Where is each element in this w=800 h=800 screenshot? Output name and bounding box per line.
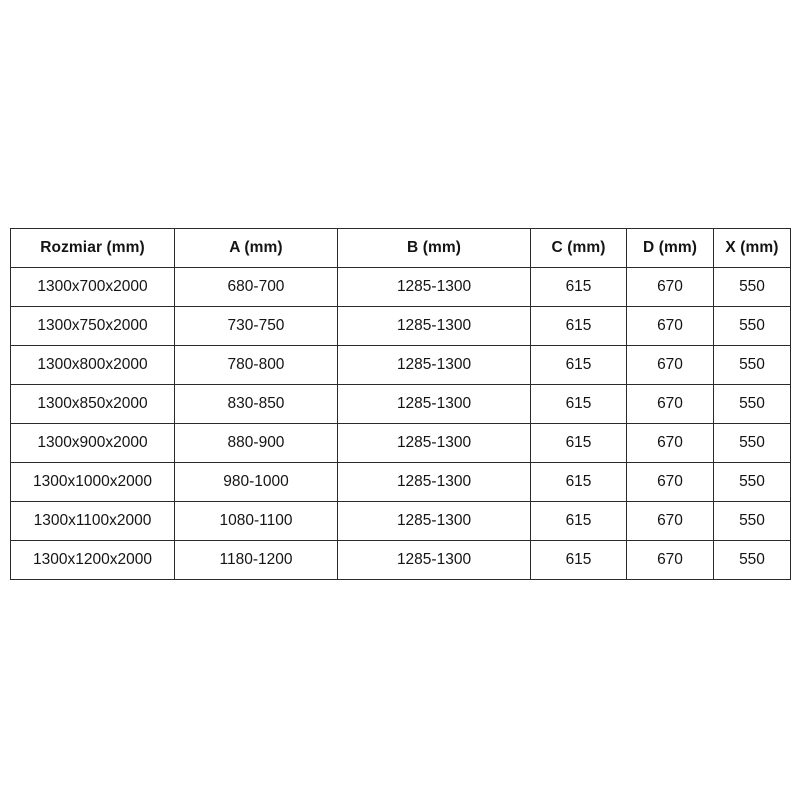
cell-size: 1300x700x2000 — [10, 267, 175, 307]
cell-a: 830-850 — [174, 384, 338, 424]
table-header: Rozmiar (mm) A (mm) B (mm) C (mm) D (mm)… — [10, 228, 791, 268]
table-row: 1300x700x2000 680-700 1285-1300 615 670 550 — [10, 267, 791, 307]
cell-d: 670 — [626, 462, 714, 502]
cell-a: 1080-1100 — [174, 501, 338, 541]
cell-c: 615 — [530, 345, 627, 385]
column-header-c: C (mm) — [530, 228, 627, 268]
cell-c: 615 — [530, 306, 627, 346]
cell-d: 670 — [626, 384, 714, 424]
cell-b: 1285-1300 — [337, 540, 531, 580]
table-row: 1300x850x2000 830-850 1285-1300 615 670 550 — [10, 384, 791, 424]
cell-d: 670 — [626, 306, 714, 346]
cell-size: 1300x850x2000 — [10, 384, 175, 424]
cell-c: 615 — [530, 423, 627, 463]
cell-b: 1285-1300 — [337, 501, 531, 541]
cell-a: 730-750 — [174, 306, 338, 346]
cell-size: 1300x1200x2000 — [10, 540, 175, 580]
cell-size: 1300x900x2000 — [10, 423, 175, 463]
column-header-x: X (mm) — [713, 228, 791, 268]
column-header-a: A (mm) — [174, 228, 338, 268]
cell-a: 880-900 — [174, 423, 338, 463]
cell-a: 780-800 — [174, 345, 338, 385]
table-row: 1300x1100x2000 1080-1100 1285-1300 615 670 55… — [10, 501, 791, 541]
cell-d: 670 — [626, 540, 714, 580]
cell-size: 1300x750x2000 — [10, 306, 175, 346]
cell-x: 550 — [713, 540, 791, 580]
cell-d: 670 — [626, 267, 714, 307]
cell-d: 670 — [626, 423, 714, 463]
column-header-b: B (mm) — [337, 228, 531, 268]
cell-d: 670 — [626, 345, 714, 385]
cell-d: 670 — [626, 501, 714, 541]
header-row: Rozmiar (mm) A (mm) B (mm) C (mm) D (mm)… — [10, 228, 791, 268]
cell-b: 1285-1300 — [337, 384, 531, 424]
cell-b: 1285-1300 — [337, 462, 531, 502]
cell-c: 615 — [530, 501, 627, 541]
cell-b: 1285-1300 — [337, 267, 531, 307]
cell-b: 1285-1300 — [337, 345, 531, 385]
cell-b: 1285-1300 — [337, 423, 531, 463]
cell-x: 550 — [713, 306, 791, 346]
table-row: 1300x900x2000 880-900 1285-1300 615 670 550 — [10, 423, 791, 463]
table-row: 1300x1000x2000 980-1000 1285-1300 615 670 550 — [10, 462, 791, 502]
cell-x: 550 — [713, 462, 791, 502]
table-row: 1300x800x2000 780-800 1285-1300 615 670 550 — [10, 345, 791, 385]
cell-x: 550 — [713, 267, 791, 307]
cell-b: 1285-1300 — [337, 306, 531, 346]
table-row: 1300x750x2000 730-750 1285-1300 615 670 550 — [10, 306, 791, 346]
cell-size: 1300x1000x2000 — [10, 462, 175, 502]
cell-c: 615 — [530, 540, 627, 580]
cell-a: 1180-1200 — [174, 540, 338, 580]
cell-x: 550 — [713, 501, 791, 541]
cell-size: 1300x1100x2000 — [10, 501, 175, 541]
cell-x: 550 — [713, 384, 791, 424]
cell-a: 980-1000 — [174, 462, 338, 502]
cell-c: 615 — [530, 267, 627, 307]
column-header-d: D (mm) — [626, 228, 714, 268]
table-row: 1300x1200x2000 1180-1200 1285-1300 615 670 55… — [10, 540, 791, 580]
cell-a: 680-700 — [174, 267, 338, 307]
cell-x: 550 — [713, 345, 791, 385]
dimensions-table: Rozmiar (mm) A (mm) B (mm) C (mm) D (mm)… — [10, 228, 791, 580]
cell-c: 615 — [530, 462, 627, 502]
cell-size: 1300x800x2000 — [10, 345, 175, 385]
column-header-size: Rozmiar (mm) — [10, 228, 175, 268]
cell-c: 615 — [530, 384, 627, 424]
table-body: 1300x700x2000 680-700 1285-1300 615 670 550 13… — [10, 267, 791, 580]
cell-x: 550 — [713, 423, 791, 463]
